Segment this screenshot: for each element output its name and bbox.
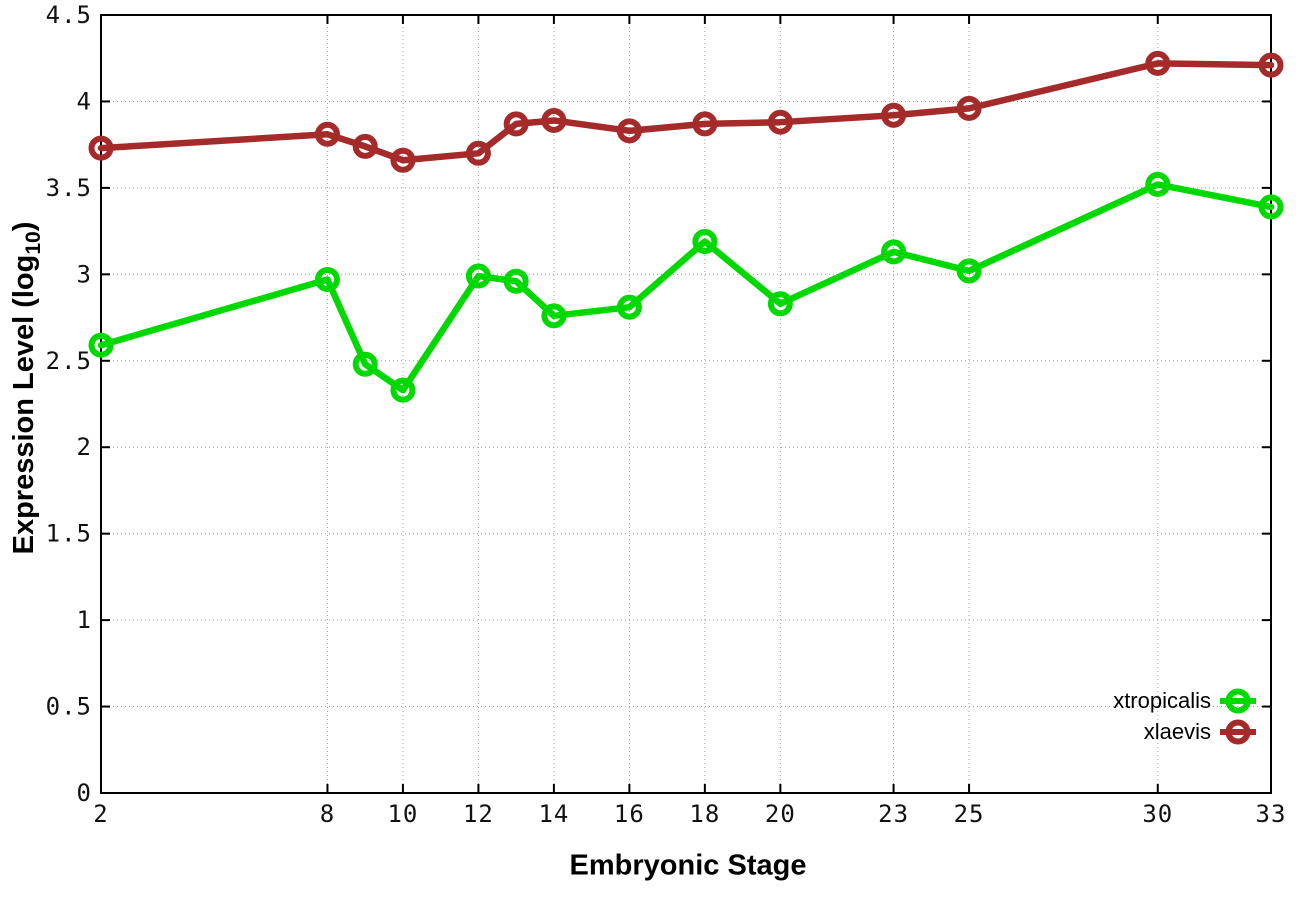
y-tick-label: 3 [77, 260, 92, 288]
series-xlaevis-marker [1145, 50, 1171, 76]
series-xlaevis-marker [881, 102, 907, 128]
legend-item-xtropicalis: xtropicalis [1113, 685, 1256, 716]
series-xlaevis-marker [1258, 52, 1284, 78]
legend-circle-sample [1225, 688, 1251, 713]
series-xtropicalis-line [97, 181, 1275, 394]
series-xlaevis-marker [692, 111, 718, 137]
y-axis-label-text: Expression Level (log [8, 254, 41, 555]
x-tick-label: 14 [538, 800, 569, 828]
y-tick-label: 4 [77, 87, 92, 115]
y-axis-label: Expression Level (log10) [8, 222, 46, 555]
plot-border [100, 14, 1272, 794]
x-tick-label: 10 [387, 800, 418, 828]
y-tick-label: 2 [77, 433, 92, 461]
series-xtropicalis-marker [541, 303, 567, 329]
x-tick-label: 8 [320, 800, 335, 828]
series-xtropicalis-marker [767, 291, 793, 317]
series-xtropicalis-marker [314, 267, 340, 293]
x-tick-label: 23 [878, 800, 909, 828]
y-axis-label-subscript: 10 [21, 231, 45, 255]
series-xtropicalis-marker [1145, 171, 1171, 197]
series-xlaevis-marker [503, 111, 529, 137]
y-tick-label: 4.5 [46, 1, 92, 29]
x-tick-label: 30 [1142, 800, 1173, 828]
series-xlaevis-marker [767, 109, 793, 135]
legend-circle-sample [1225, 719, 1251, 744]
xtropicalis-marker-icon [1220, 688, 1256, 714]
legend-item-xlaevis: xlaevis [1113, 716, 1256, 747]
series-xlaevis-marker [314, 121, 340, 147]
series-xtropicalis-marker [1258, 194, 1284, 220]
series-xlaevis-line [97, 60, 1275, 164]
series-xtropicalis-marker [465, 263, 491, 289]
y-tick-label: 2.5 [46, 347, 92, 375]
legend-label-xtropicalis: xtropicalis [1113, 687, 1211, 713]
x-tick-label: 16 [614, 800, 645, 828]
x-tick-label: 25 [954, 800, 985, 828]
series-xlaevis-marker [390, 147, 416, 173]
y-tick-label: 0.5 [46, 693, 92, 721]
y-axis-label-suffix: ) [8, 221, 41, 232]
series-xlaevis-marker [88, 135, 114, 161]
legend: xtropicalis xlaevis [1113, 685, 1256, 747]
x-axis-label: Embryonic Stage [569, 849, 807, 882]
series-xtropicalis-marker [881, 239, 907, 265]
x-tick-label: 18 [689, 800, 720, 828]
x-tick-label: 2 [93, 800, 108, 828]
x-tick-label: 20 [765, 800, 796, 828]
series-xlaevis-marker [616, 118, 642, 144]
legend-label-xlaevis: xlaevis [1143, 718, 1211, 744]
series-xtropicalis-marker [616, 294, 642, 320]
series-xtropicalis-marker [88, 332, 114, 358]
x-tick-label: 33 [1256, 800, 1287, 828]
y-tick-label: 1.5 [46, 520, 92, 548]
series-xtropicalis-marker [503, 268, 529, 294]
series-xlaevis-marker [541, 107, 567, 133]
series-xlaevis-marker [956, 95, 982, 121]
y-tick-label: 0 [77, 779, 92, 807]
series-xtropicalis-marker [390, 377, 416, 403]
series-xlaevis-marker [352, 133, 378, 159]
x-tick-label: 12 [463, 800, 494, 828]
y-tick-label: 3.5 [46, 174, 92, 202]
xlaevis-marker-icon [1220, 719, 1256, 745]
series-xlaevis-marker [465, 140, 491, 166]
series-xtropicalis-marker [956, 258, 982, 284]
series-xtropicalis-marker [692, 228, 718, 254]
y-tick-label: 1 [77, 606, 92, 634]
series-xtropicalis-marker [352, 351, 378, 377]
